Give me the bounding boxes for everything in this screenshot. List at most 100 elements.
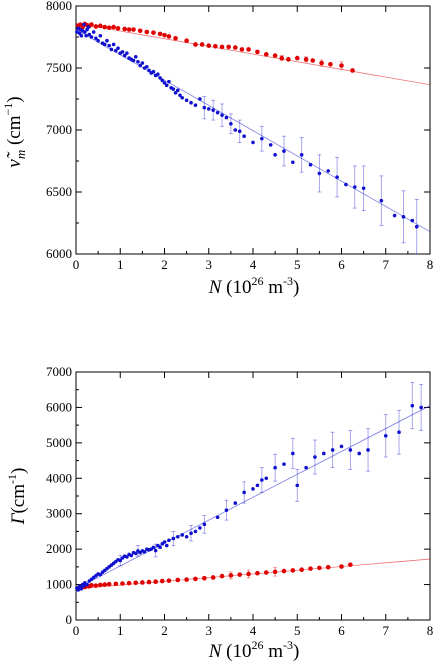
fit-lines-bottom <box>75 405 431 590</box>
data-point-red <box>202 575 207 581</box>
data-point-blue <box>189 100 193 105</box>
y-tick-label: 4000 <box>46 470 72 485</box>
data-point-blue <box>273 153 277 157</box>
data-point-blue <box>94 36 98 41</box>
data-point-red <box>159 578 165 584</box>
data-point-blue <box>76 588 81 592</box>
data-point-red <box>294 55 300 61</box>
data-point-blue <box>156 72 160 76</box>
data-point-blue <box>91 30 96 34</box>
y-tick-label: 6000 <box>46 246 72 261</box>
data-point-blue <box>167 538 171 543</box>
x-axis-label-top: N (1026 m-3) <box>208 274 300 298</box>
data-point-blue <box>133 55 138 59</box>
x-tick-label: 1 <box>117 257 124 272</box>
data-point-blue <box>89 35 94 39</box>
data-point-blue <box>125 51 129 55</box>
data-point-blue <box>206 107 211 111</box>
data-point-blue <box>326 169 331 173</box>
data-point-red <box>263 52 269 57</box>
data-point-red <box>206 43 212 48</box>
data-point-red <box>106 25 112 31</box>
data-point-blue <box>273 465 277 470</box>
data-point-blue <box>322 451 326 456</box>
data-point-blue <box>242 490 246 495</box>
data-point-blue <box>255 483 260 488</box>
data-point-blue <box>260 478 264 482</box>
data-point-red <box>120 581 125 586</box>
data-point-blue <box>361 186 366 191</box>
data-point-red <box>255 570 260 576</box>
data-point-blue <box>193 529 198 534</box>
points-bottom <box>75 403 423 592</box>
data-point-blue <box>202 522 207 527</box>
data-point-blue <box>175 534 180 539</box>
data-point-red <box>286 57 291 62</box>
fit-line-red <box>75 22 431 86</box>
data-point-blue <box>138 63 142 68</box>
data-point-red <box>281 568 287 574</box>
data-point-blue <box>282 149 286 153</box>
data-point-blue <box>251 140 255 145</box>
data-point-blue <box>237 129 242 134</box>
data-point-blue <box>98 572 103 577</box>
data-point-red <box>98 23 103 29</box>
ticks-bottom: 0 1 2 3 4 5 6 7 8 0 1000 2000 3000 4000 5000 6000 7000 <box>46 364 433 638</box>
data-point-red <box>140 580 145 585</box>
data-point-red <box>246 571 251 577</box>
y-tick-label: 5000 <box>46 435 72 450</box>
data-point-blue <box>167 79 171 84</box>
data-point-red <box>233 45 238 50</box>
y-tick-label: 6500 <box>46 184 72 199</box>
data-point-blue <box>282 462 286 466</box>
data-point-blue <box>397 430 401 435</box>
data-point-blue <box>133 551 138 556</box>
data-point-blue <box>79 587 84 591</box>
data-point-blue <box>220 113 224 117</box>
data-point-red <box>193 42 198 47</box>
data-point-blue <box>122 53 127 58</box>
data-point-red <box>146 579 152 585</box>
data-point-blue <box>344 182 348 187</box>
y-tick-label: 7000 <box>46 122 72 137</box>
data-point-blue <box>107 43 111 48</box>
y-tick-label: 8000 <box>46 0 72 13</box>
data-point-blue <box>84 33 88 38</box>
ticks-top: 0 1 2 3 4 5 6 7 8 6000 6500 7000 7500 8000 <box>46 0 433 272</box>
data-point-blue <box>202 105 207 110</box>
data-point-red <box>93 583 99 588</box>
x-tick-label: 7 <box>383 257 390 272</box>
data-point-blue <box>184 534 189 539</box>
data-point-blue <box>392 213 397 218</box>
data-point-red <box>228 573 234 578</box>
data-point-blue <box>189 531 193 535</box>
data-point-blue <box>352 185 357 189</box>
data-point-blue <box>299 153 304 157</box>
data-point-red <box>153 579 158 585</box>
data-point-red <box>93 24 99 29</box>
data-point-blue <box>184 98 189 103</box>
data-point-red <box>226 44 231 50</box>
data-point-red <box>317 565 322 571</box>
data-point-blue <box>85 582 89 587</box>
data-point-blue <box>401 215 406 219</box>
data-point-blue <box>180 533 184 537</box>
x-tick-label: 7 <box>383 623 390 638</box>
data-point-red <box>272 53 278 58</box>
data-point-blue <box>173 91 178 95</box>
x-tick-label: 5 <box>294 257 301 272</box>
x-tick-label: 8 <box>427 257 434 272</box>
data-point-red <box>339 564 344 569</box>
data-point-blue <box>153 548 158 553</box>
data-point-red <box>237 572 243 577</box>
data-point-red <box>328 61 333 67</box>
data-point-red <box>213 44 218 49</box>
data-point-blue <box>295 483 300 488</box>
x-tick-label: 2 <box>161 623 168 638</box>
data-point-red <box>113 581 119 587</box>
data-point-red <box>184 38 189 44</box>
data-point-blue <box>313 455 317 459</box>
data-point-blue <box>414 224 419 229</box>
data-point-blue <box>129 553 134 558</box>
